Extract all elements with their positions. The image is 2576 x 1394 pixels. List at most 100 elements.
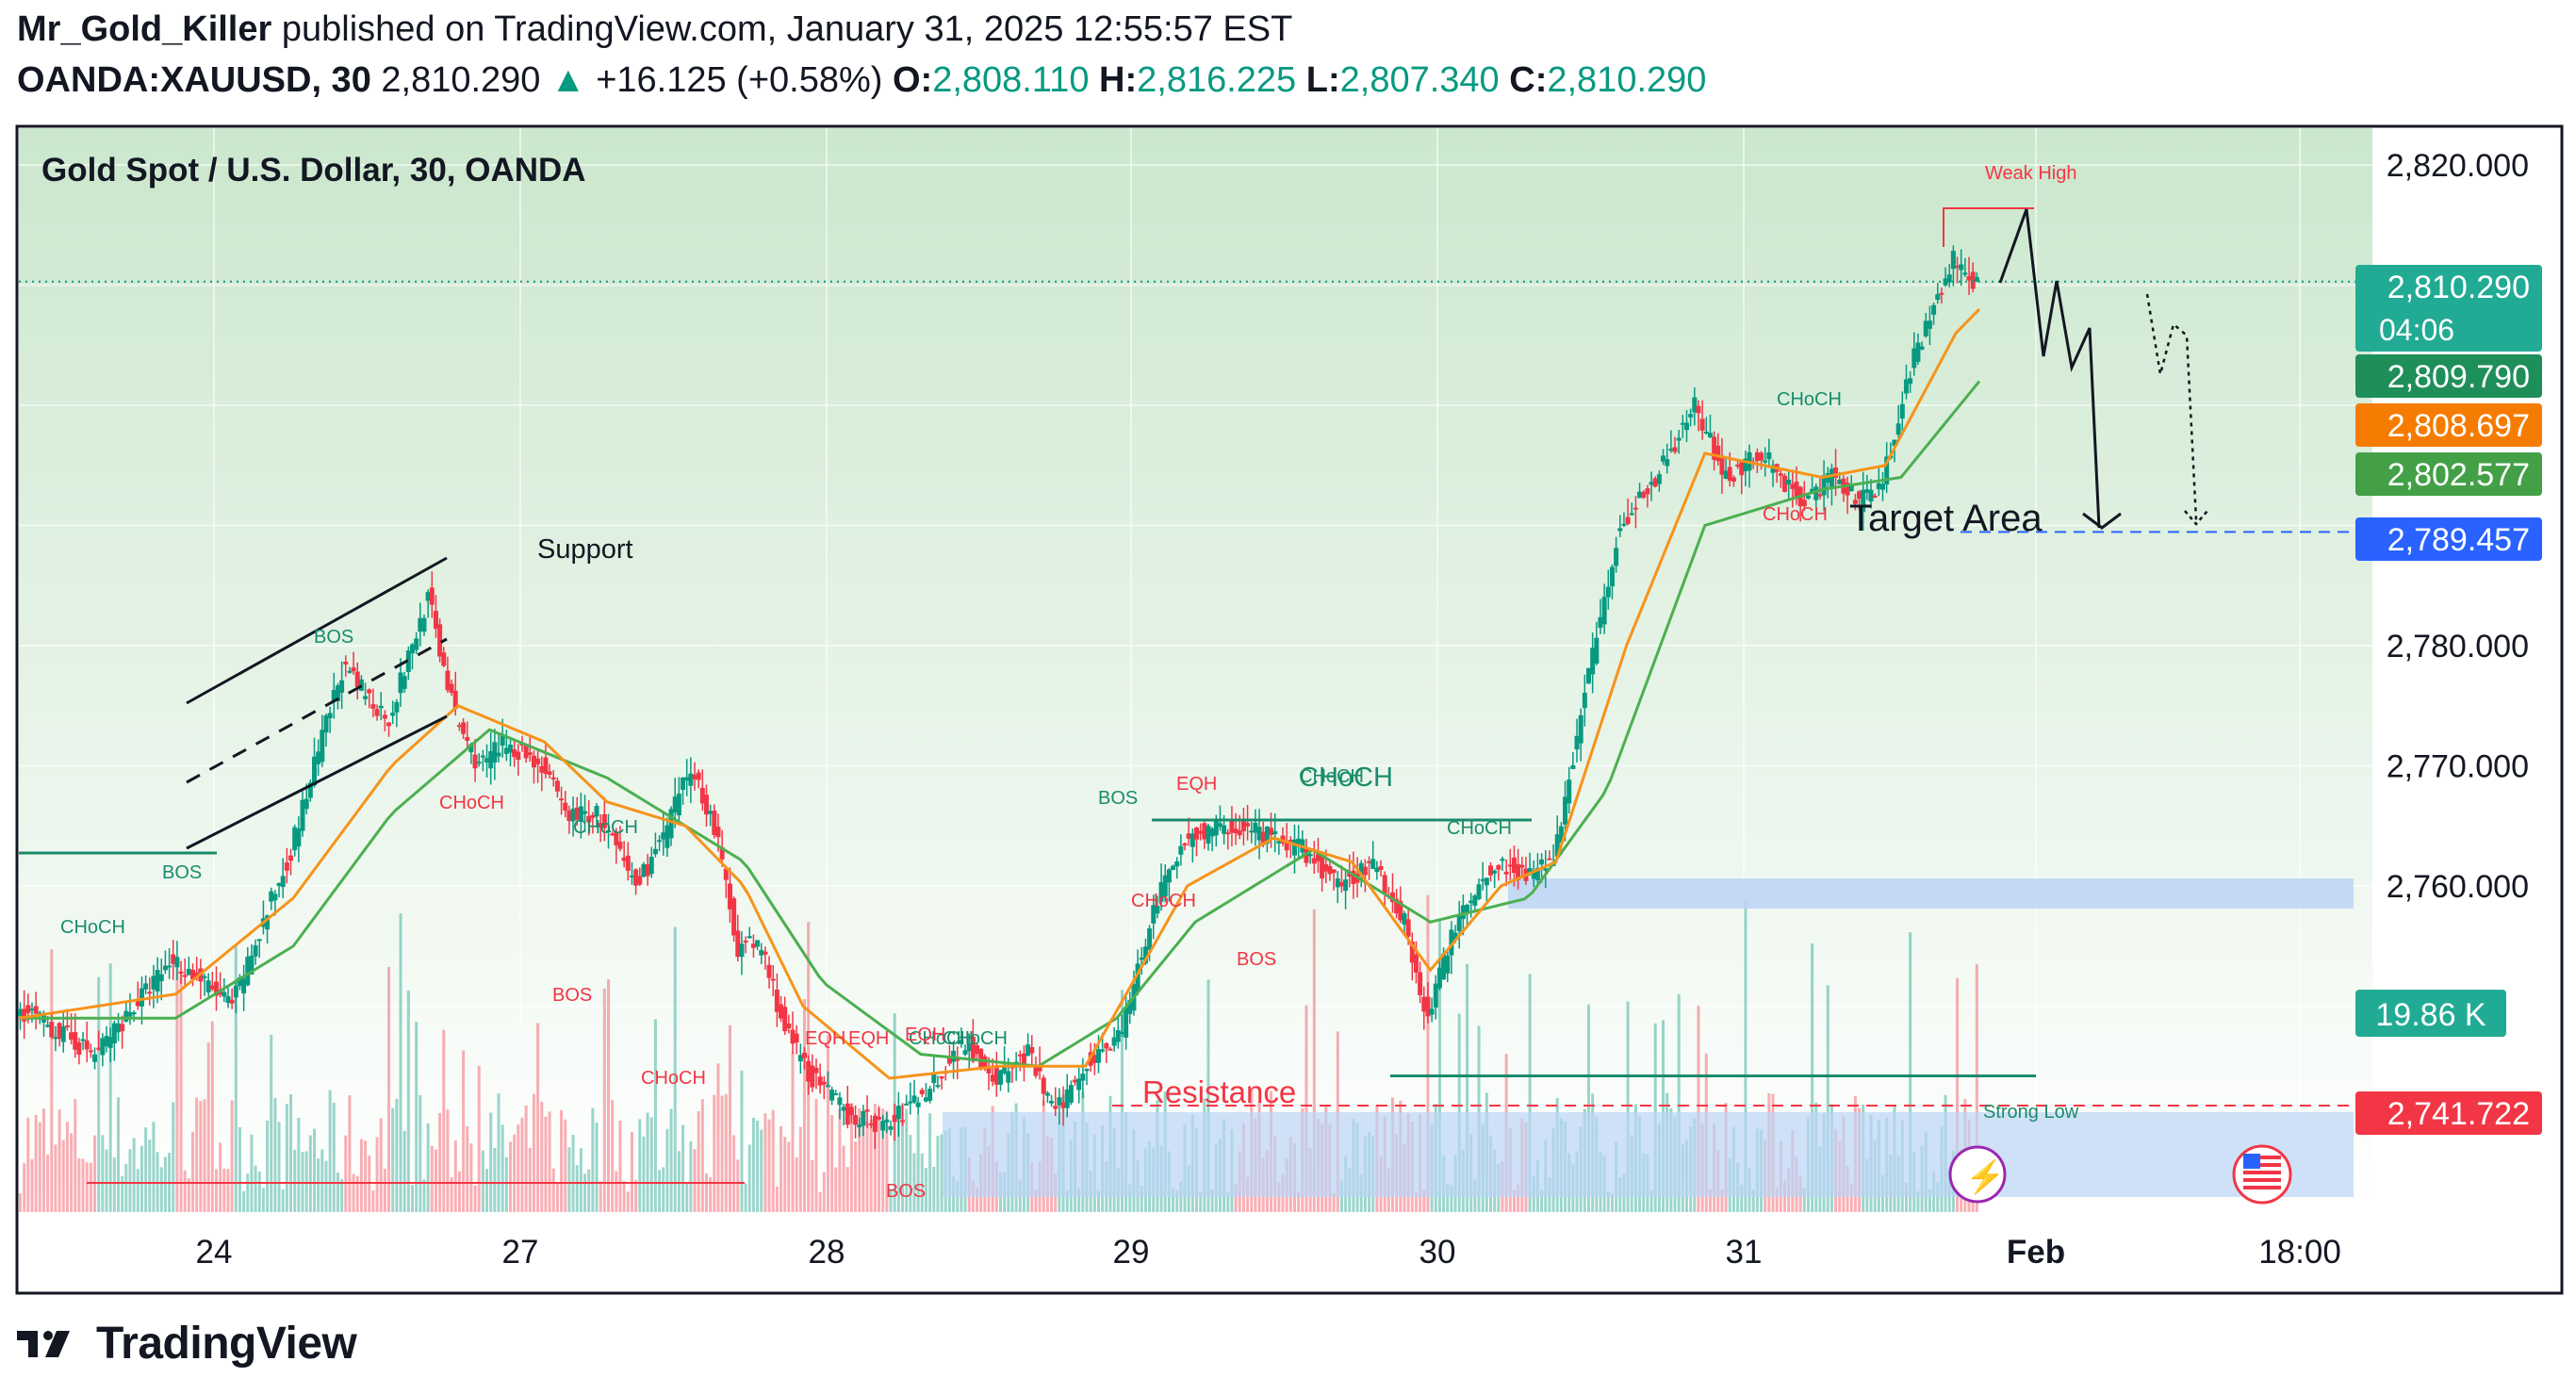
choch-label: CHoCH bbox=[641, 1068, 706, 1089]
candle-body bbox=[574, 807, 580, 820]
candle-body bbox=[1104, 1042, 1109, 1049]
candle-body bbox=[1284, 841, 1289, 851]
candle-body bbox=[946, 1057, 952, 1064]
volume-bar bbox=[175, 968, 179, 1212]
volume-bar bbox=[924, 1168, 927, 1212]
candle-body bbox=[1096, 1049, 1101, 1063]
volume-bar bbox=[689, 1140, 693, 1212]
candle-body bbox=[1531, 870, 1536, 879]
candle-body bbox=[155, 970, 160, 992]
candle-body bbox=[637, 876, 643, 885]
choch-label: CHoCH bbox=[1447, 818, 1512, 839]
volume-bar bbox=[304, 1151, 308, 1212]
volume-bar bbox=[1226, 1191, 1230, 1212]
volume-bar bbox=[163, 1156, 167, 1212]
x-tick-label: 18:00 bbox=[2258, 1234, 2341, 1271]
volume-bar bbox=[1422, 1189, 1426, 1212]
candle-body bbox=[1276, 841, 1282, 844]
x-tick-label: 31 bbox=[1726, 1234, 1763, 1271]
candle-body bbox=[18, 1009, 23, 1016]
candle-body bbox=[57, 1023, 62, 1040]
candle-body bbox=[1256, 827, 1262, 841]
x-tick-label: 27 bbox=[502, 1234, 539, 1271]
volume-bar bbox=[513, 1134, 517, 1212]
volume-bar bbox=[402, 1130, 406, 1212]
candle-body bbox=[202, 976, 207, 978]
candle-body bbox=[472, 754, 478, 769]
candles bbox=[18, 245, 1979, 1150]
volume-bar bbox=[1175, 1189, 1179, 1212]
volume-tag bbox=[2355, 990, 2506, 1037]
candle-body bbox=[1084, 1069, 1090, 1072]
candle-body bbox=[1292, 839, 1297, 856]
candle-body bbox=[1421, 996, 1427, 1012]
choch-label: CHoCH bbox=[60, 917, 125, 938]
candle-body bbox=[1554, 834, 1560, 858]
candle-body bbox=[1171, 865, 1176, 870]
volume-bar bbox=[1904, 1183, 1908, 1212]
volume-bar bbox=[611, 1100, 615, 1212]
x-tick-label: 30 bbox=[1419, 1234, 1456, 1271]
candle-body bbox=[386, 722, 392, 727]
candle-body bbox=[868, 1123, 874, 1125]
candle-body bbox=[1880, 484, 1885, 490]
candle-body bbox=[657, 840, 663, 843]
candle-body bbox=[1570, 764, 1576, 770]
candle-body bbox=[92, 1054, 98, 1062]
candle-body bbox=[523, 745, 529, 759]
volume-bar bbox=[634, 1179, 638, 1212]
candle-body bbox=[445, 670, 451, 691]
candle-body bbox=[433, 611, 438, 630]
volume-bar bbox=[1909, 932, 1912, 1212]
candle-body bbox=[872, 1115, 878, 1132]
time-axis[interactable]: 24 27 28 29 30 31 Feb 18:00 bbox=[196, 1234, 2341, 1271]
author-name[interactable]: Mr_Gold_Killer bbox=[17, 9, 272, 49]
volume-bar bbox=[575, 1165, 579, 1212]
volume-bar bbox=[1140, 1185, 1143, 1212]
volume-bar bbox=[477, 1065, 481, 1212]
price-axis[interactable]: 2,820.000 2,780.000 2,770.000 2,760.000 2,81… bbox=[2355, 148, 2542, 1135]
candle-body bbox=[825, 1085, 830, 1088]
bos-label: BOS bbox=[1237, 949, 1276, 970]
open-value: 2,808.110 bbox=[932, 60, 1090, 100]
volume-bar bbox=[760, 1129, 763, 1212]
candle-body bbox=[998, 1070, 1003, 1085]
candle-body bbox=[1872, 495, 1878, 498]
volume-bar bbox=[1414, 1192, 1418, 1212]
candle-body bbox=[621, 857, 627, 861]
bos-label: BOS bbox=[1098, 788, 1138, 809]
volume-bar bbox=[936, 1136, 940, 1212]
candle-body bbox=[908, 1101, 913, 1104]
candle-body bbox=[1206, 826, 1211, 844]
volume-bar bbox=[1708, 1189, 1712, 1212]
y-tick-label: 2,820.000 bbox=[2387, 148, 2529, 184]
volume-bar bbox=[591, 1107, 595, 1212]
choch-label: CHoCH bbox=[909, 1028, 974, 1049]
volume-bar bbox=[842, 1145, 845, 1212]
candle-body bbox=[1076, 1078, 1082, 1091]
candle-body bbox=[1320, 855, 1325, 879]
price-change: +16.125 (+0.58%) bbox=[596, 60, 883, 100]
candle-body bbox=[1272, 830, 1278, 835]
candle-body bbox=[1465, 904, 1470, 913]
volume-bar bbox=[1528, 974, 1532, 1212]
volume-bar bbox=[148, 1140, 152, 1212]
candle-body bbox=[174, 957, 180, 968]
volume-bar bbox=[368, 1156, 371, 1212]
candle-body bbox=[480, 755, 485, 758]
volume-bar bbox=[803, 998, 806, 1212]
volume-bar bbox=[406, 990, 410, 1212]
volume-bar bbox=[814, 1099, 818, 1212]
volume-bar bbox=[183, 1170, 187, 1212]
candle-body bbox=[770, 978, 776, 981]
candle-body bbox=[49, 1022, 55, 1038]
choch-label: CHoCH bbox=[1299, 766, 1364, 787]
volume-bar bbox=[371, 1190, 375, 1212]
price-tag bbox=[2355, 403, 2542, 447]
candle-body bbox=[1507, 864, 1513, 867]
candle-body bbox=[1707, 433, 1713, 437]
candle-body bbox=[935, 1085, 941, 1088]
flag-canton bbox=[2243, 1154, 2260, 1169]
volume-bar bbox=[238, 1126, 241, 1212]
